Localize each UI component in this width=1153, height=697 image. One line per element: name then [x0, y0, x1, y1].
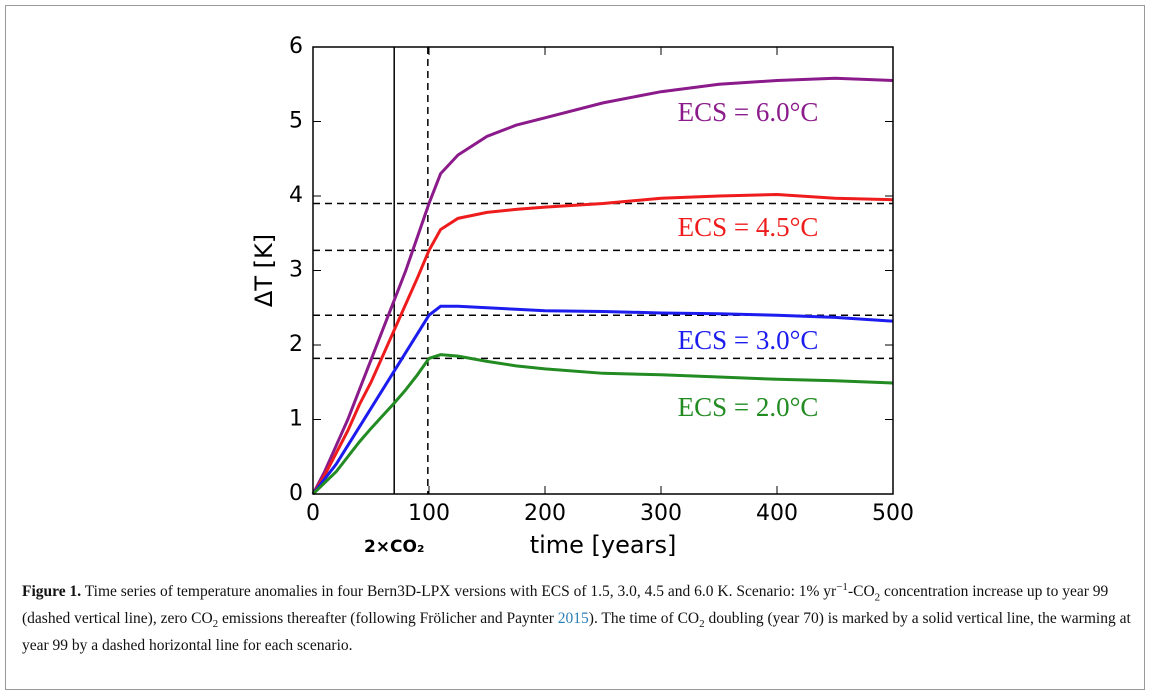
- x-tick-label: 0: [306, 501, 320, 526]
- chart: 0 100 200 300 400 500 0 1 2 3 4 5 6 time [years] ΔT [K…: [250, 34, 914, 559]
- caption-text: concentration increase up to year 99 (da…: [22, 583, 1109, 628]
- caption-text: -CO: [847, 583, 875, 601]
- series-label: ECS = 3.0°C: [678, 325, 819, 355]
- doubling-label: 2×CO₂: [364, 537, 424, 557]
- x-axis-label: time [years]: [530, 531, 677, 559]
- series-line: [311, 304, 894, 495]
- x-tick-label: 200: [524, 501, 566, 526]
- y-axis-label: ΔT [K]: [250, 234, 278, 307]
- caption-sub: 2: [212, 618, 219, 631]
- caption-text: doubling (year 70) is marked by a solid …: [22, 610, 1131, 655]
- x-tick-label: 300: [640, 501, 682, 526]
- y-tick-label: 0: [289, 481, 303, 506]
- x-tick-label: 400: [756, 501, 798, 526]
- citation-link[interactable]: 2015: [557, 610, 589, 628]
- series-label: ECS = 2.0°C: [678, 392, 819, 422]
- y-tick-label: 5: [289, 109, 303, 134]
- series-line: [311, 193, 894, 495]
- caption-label: Figure 1.: [22, 583, 82, 601]
- figure-frame: [5, 5, 1145, 690]
- y-tick-label: 4: [289, 183, 303, 208]
- caption-sup: −1: [836, 581, 848, 593]
- caption-sub: 2: [874, 591, 881, 604]
- y-tick-label: 2: [289, 332, 303, 357]
- caption-text: ). The time of CO: [588, 610, 700, 628]
- series-line: [311, 353, 894, 496]
- x-tick-label: 500: [872, 501, 914, 526]
- series-line: [311, 76, 894, 495]
- y-tick-label: 3: [289, 258, 303, 283]
- x-tick-label: 100: [408, 501, 450, 526]
- y-tick-label: 1: [289, 407, 303, 432]
- caption: Figure 1. Time series of temperature ano…: [22, 576, 1132, 657]
- y-tick-label: 6: [289, 34, 303, 59]
- caption-sub: 2: [699, 618, 705, 631]
- caption-text: Time series of temperature anomalies in …: [84, 583, 837, 601]
- caption-text: emissions thereafter (following Fröliche…: [218, 610, 558, 628]
- series-label: ECS = 6.0°C: [678, 97, 819, 127]
- series-label: ECS = 4.5°C: [678, 212, 819, 242]
